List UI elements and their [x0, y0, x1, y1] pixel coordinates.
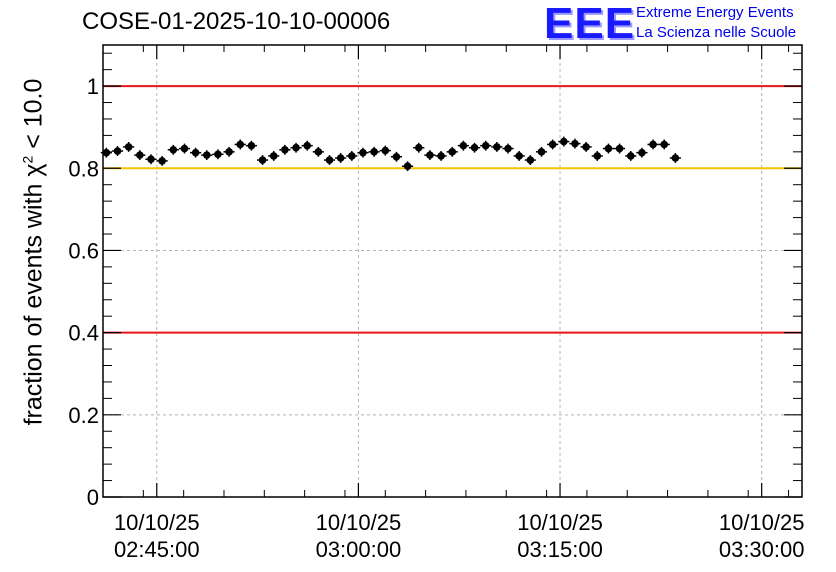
data-point	[359, 148, 367, 157]
data-point	[381, 146, 390, 155]
x-tick-label-date: 10/10/25	[114, 510, 200, 535]
eee-logo: EEE Extreme Energy Events La Scienza nel…	[544, 2, 834, 48]
y-tick-label: 0.2	[68, 403, 99, 428]
data-point	[470, 143, 479, 152]
data-point	[292, 143, 300, 152]
y-tick-label: 1	[87, 74, 99, 99]
data-point	[124, 143, 133, 151]
data-point	[671, 154, 680, 162]
logo-line-2: La Scienza nelle Scuole	[636, 24, 797, 41]
logo-line-1: Extreme Energy Events	[636, 4, 794, 21]
data-point	[258, 156, 267, 164]
data-point	[348, 152, 356, 160]
data-point	[414, 143, 423, 152]
data-point	[325, 156, 334, 164]
data-point	[247, 141, 256, 150]
data-point	[191, 148, 200, 157]
x-tick-label-date: 10/10/25	[719, 510, 805, 535]
data-point	[437, 152, 445, 160]
data-point	[314, 148, 323, 156]
data-point	[403, 162, 412, 171]
data-point	[526, 156, 535, 164]
data-point	[180, 144, 189, 153]
data-point	[448, 148, 457, 156]
data-point	[336, 154, 345, 162]
data-point	[136, 151, 144, 159]
x-tick-label-time: 02:45:00	[114, 537, 200, 562]
data-point	[370, 148, 378, 156]
data-point	[504, 144, 512, 153]
data-point	[537, 148, 546, 156]
plot-frame	[102, 44, 803, 498]
x-tick-label-time: 03:15:00	[517, 537, 603, 562]
data-point	[147, 155, 155, 164]
data-point	[571, 139, 579, 148]
y-tick-label: 0.6	[68, 238, 99, 263]
y-tick-label: 0.4	[68, 321, 99, 346]
data-point	[102, 148, 111, 157]
data-point	[459, 141, 468, 150]
data-point	[560, 137, 568, 146]
x-tick-label-time: 03:30:00	[719, 537, 805, 562]
data-point	[392, 152, 401, 161]
data-point	[515, 152, 523, 160]
data-point	[113, 147, 122, 155]
data-point	[236, 140, 245, 149]
data-point	[638, 148, 646, 157]
chart-title: COSE-01-2025-10-10-00006	[82, 8, 391, 35]
data-point	[214, 150, 222, 159]
x-tick-label-date: 10/10/25	[316, 510, 402, 535]
data-point	[615, 144, 624, 153]
data-point	[493, 143, 501, 151]
data-point	[303, 141, 311, 150]
data-point	[626, 152, 635, 160]
data-point	[660, 140, 669, 149]
data-point	[548, 140, 557, 149]
x-tick-label-time: 03:00:00	[316, 537, 402, 562]
x-tick-label-date: 10/10/25	[517, 510, 603, 535]
data-point	[158, 157, 166, 165]
data-point	[582, 143, 590, 151]
y-tick-label: 0	[87, 485, 99, 510]
data-point	[604, 144, 613, 153]
data-point	[593, 152, 602, 160]
data-point	[169, 145, 178, 154]
data-point	[481, 141, 490, 150]
data-point	[281, 145, 289, 154]
data-point	[649, 140, 657, 149]
data-point	[426, 151, 434, 159]
eee-logo-mark: EEE	[544, 0, 636, 48]
data-point	[202, 151, 211, 159]
data-point	[269, 152, 278, 160]
y-tick-label: 0.8	[68, 156, 99, 181]
data-point	[225, 148, 233, 156]
